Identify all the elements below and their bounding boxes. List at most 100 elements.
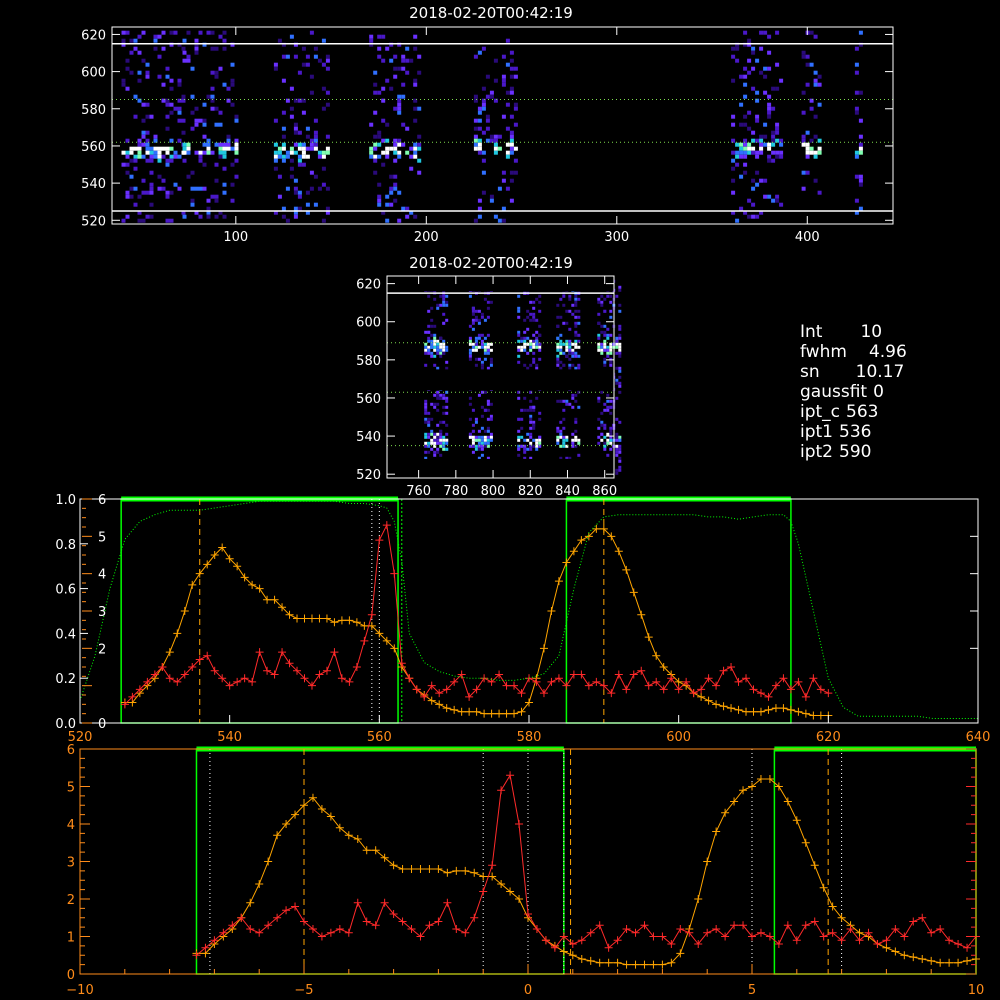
data-point xyxy=(173,629,182,638)
data-point xyxy=(900,932,909,941)
data-point xyxy=(765,932,774,941)
intensity-pixel xyxy=(281,134,286,139)
intensity-pixel xyxy=(153,34,158,39)
x-tick-label: 100 xyxy=(223,230,248,245)
intensity-pixel xyxy=(480,312,484,316)
intensity-pixel xyxy=(529,408,533,412)
intensity-pixel xyxy=(747,126,752,131)
intensity-pixel xyxy=(182,150,187,155)
intensity-pixel xyxy=(603,333,607,337)
intensity-pixel xyxy=(858,142,863,147)
data-point xyxy=(273,913,282,922)
intensity-pixel xyxy=(606,408,610,412)
intensity-pixel xyxy=(194,50,199,55)
intensity-pixel xyxy=(609,360,613,364)
intensity-pixel xyxy=(480,315,484,319)
intensity-pixel xyxy=(603,357,607,361)
intensity-pixel xyxy=(489,414,493,418)
intensity-pixel xyxy=(230,62,235,67)
data-point xyxy=(599,681,608,690)
intensity-pixel xyxy=(445,432,449,436)
intensity-pixel xyxy=(309,142,314,147)
intensity-pixel xyxy=(497,134,502,139)
intensity-pixel xyxy=(281,142,286,147)
intensity-pixel xyxy=(577,453,581,457)
intensity-pixel xyxy=(556,342,560,346)
intensity-pixel xyxy=(535,345,539,349)
intensity-pixel xyxy=(618,369,622,373)
intensity-pixel xyxy=(381,138,386,143)
intensity-pixel xyxy=(317,150,322,155)
intensity-pixel xyxy=(385,138,390,143)
intensity-pixel xyxy=(442,351,446,355)
intensity-pixel xyxy=(480,390,484,394)
intensity-pixel xyxy=(565,342,569,346)
intensity-pixel xyxy=(562,438,566,442)
intensity-pixel xyxy=(285,154,290,159)
info-value: 563 xyxy=(846,402,879,422)
intensity-pixel xyxy=(145,138,150,143)
intensity-pixel xyxy=(529,417,533,421)
data-point xyxy=(568,940,577,948)
middle-plot-frame xyxy=(386,275,615,479)
intensity-pixel xyxy=(606,333,610,337)
intensity-pixel xyxy=(483,345,487,349)
intensity-pixel xyxy=(297,206,302,211)
data-point xyxy=(291,902,300,911)
intensity-pixel xyxy=(153,38,158,43)
intensity-pixel xyxy=(409,154,414,159)
image-gap xyxy=(387,369,614,391)
data-point xyxy=(774,940,783,948)
intensity-pixel xyxy=(181,130,186,135)
window-box xyxy=(120,498,399,724)
intensity-pixel xyxy=(198,118,203,123)
intensity-pixel xyxy=(618,420,622,424)
intensity-pixel xyxy=(153,154,158,159)
intensity-pixel xyxy=(520,336,524,340)
intensity-pixel xyxy=(389,190,394,195)
middle-intensity-image xyxy=(387,276,622,478)
intensity-pixel xyxy=(133,94,138,99)
intensity-pixel xyxy=(206,214,211,219)
intensity-pixel xyxy=(559,420,563,424)
intensity-pixel xyxy=(571,312,575,316)
intensity-pixel xyxy=(401,82,406,87)
intensity-pixel xyxy=(277,150,282,155)
data-point xyxy=(771,681,780,690)
intensity-pixel xyxy=(805,62,810,67)
intensity-pixel xyxy=(535,366,539,370)
intensity-pixel xyxy=(618,354,622,358)
data-point xyxy=(855,928,864,937)
intensity-pixel xyxy=(373,170,378,175)
intensity-pixel xyxy=(285,218,290,223)
data-point xyxy=(592,524,601,533)
intensity-pixel xyxy=(600,294,604,298)
data-point xyxy=(317,805,326,813)
data-point xyxy=(263,666,272,675)
intensity-pixel xyxy=(603,345,607,349)
intensity-pixel xyxy=(439,444,443,448)
intensity-pixel xyxy=(556,399,560,403)
intensity-pixel xyxy=(735,218,740,223)
intensity-pixel xyxy=(747,146,752,151)
intensity-pixel xyxy=(137,218,142,223)
intensity-pixel xyxy=(214,46,219,51)
intensity-pixel xyxy=(202,142,207,147)
data-point xyxy=(794,707,803,716)
intensity-pixel xyxy=(436,342,440,346)
data-point xyxy=(263,595,272,604)
intensity-pixel xyxy=(517,429,521,433)
data-point xyxy=(237,913,246,922)
data-point xyxy=(487,709,496,718)
intensity-pixel xyxy=(509,90,514,95)
intensity-pixel xyxy=(618,375,622,379)
intensity-pixel xyxy=(574,399,578,403)
intensity-pixel xyxy=(222,166,227,171)
intensity-pixel xyxy=(509,130,514,135)
data-point xyxy=(330,618,339,627)
intensity-pixel xyxy=(177,138,182,143)
intensity-pixel xyxy=(523,447,527,451)
intensity-pixel xyxy=(751,202,756,207)
y-tick-label: 1 xyxy=(67,931,75,946)
intensity-pixel xyxy=(618,285,622,289)
